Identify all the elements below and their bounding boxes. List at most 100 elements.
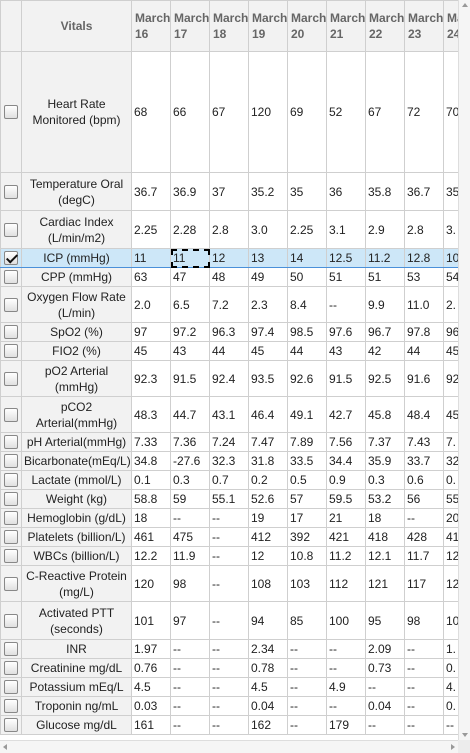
vital-label[interactable]: Troponin ng/mL bbox=[21, 696, 132, 716]
vital-value-cell[interactable]: 54 bbox=[443, 267, 458, 287]
row-checkbox[interactable] bbox=[4, 699, 18, 714]
vital-row[interactable]: Troponin ng/mL 0.03 -- -- 0.04 -- -- 0.04 -- 0. bbox=[0, 696, 458, 716]
vital-value-cell[interactable]: -- bbox=[287, 696, 327, 716]
date-column-header[interactable]: March 16 bbox=[131, 0, 171, 52]
vital-label[interactable]: Temperature Oral (degC) bbox=[21, 172, 132, 211]
vital-value-cell[interactable]: 42 bbox=[365, 341, 405, 361]
vital-value-cell[interactable]: 97.8 bbox=[404, 322, 444, 342]
scroll-down-arrow-icon[interactable] bbox=[462, 733, 468, 737]
row-checkbox[interactable] bbox=[4, 454, 18, 469]
vital-value-cell[interactable]: 55 bbox=[443, 489, 458, 509]
vital-value-cell[interactable]: 98.5 bbox=[287, 322, 327, 342]
vital-value-cell[interactable]: -- bbox=[209, 546, 249, 566]
vital-value-cell[interactable]: 52.6 bbox=[248, 489, 288, 509]
vital-value-cell[interactable]: 0.04 bbox=[365, 696, 405, 716]
vital-value-cell[interactable]: 91.5 bbox=[170, 360, 210, 397]
vital-value-cell[interactable]: 93.5 bbox=[248, 360, 288, 397]
vital-value-cell[interactable]: 72 bbox=[404, 51, 444, 173]
row-checkbox[interactable] bbox=[4, 184, 18, 199]
vital-value-cell[interactable]: 2.09 bbox=[365, 639, 405, 659]
vital-value-cell[interactable]: 2.3 bbox=[248, 286, 288, 323]
vital-value-cell[interactable]: 162 bbox=[248, 715, 288, 735]
vital-value-cell[interactable]: 12.8 bbox=[404, 248, 444, 268]
vital-label[interactable]: CPP (mmHg) bbox=[21, 267, 132, 287]
date-column-header[interactable]: March 23 bbox=[404, 0, 444, 52]
vital-value-cell[interactable]: -- bbox=[209, 639, 249, 659]
vital-value-cell[interactable]: 11.7 bbox=[404, 546, 444, 566]
vital-value-cell[interactable]: 43 bbox=[170, 341, 210, 361]
row-checkbox[interactable] bbox=[4, 473, 18, 488]
date-column-header[interactable]: March 21 bbox=[326, 0, 366, 52]
vital-value-cell[interactable]: 98 bbox=[404, 601, 444, 640]
vital-value-cell[interactable]: 12 bbox=[209, 248, 249, 268]
vital-row[interactable]: Activated PTT (seconds) 101 97 -- 94 85 100 95 9… bbox=[0, 601, 458, 640]
vital-value-cell[interactable]: 42.7 bbox=[326, 396, 366, 433]
row-checkbox[interactable] bbox=[4, 407, 18, 422]
vital-label[interactable]: Platelets (billion/L) bbox=[21, 527, 132, 547]
vital-value-cell[interactable]: 59.5 bbox=[326, 489, 366, 509]
vital-value-cell[interactable]: -- bbox=[443, 715, 458, 735]
vital-value-cell[interactable]: 91.6 bbox=[404, 360, 444, 397]
vital-value-cell[interactable]: 44 bbox=[209, 341, 249, 361]
vital-value-cell[interactable]: 0.2 bbox=[248, 470, 288, 490]
vital-value-cell[interactable]: 48.3 bbox=[131, 396, 171, 433]
vitals-column-header[interactable]: Vitals bbox=[21, 0, 132, 52]
vital-value-cell[interactable]: 11.2 bbox=[326, 546, 366, 566]
vital-value-cell[interactable]: 18 bbox=[365, 508, 405, 528]
vital-value-cell[interactable]: 53 bbox=[404, 267, 444, 287]
vital-row[interactable]: Potassium mEq/L 4.5 -- -- 4.5 -- 4.9 -- -- 4. bbox=[0, 677, 458, 697]
vital-value-cell[interactable]: 10.8 bbox=[287, 546, 327, 566]
vital-value-cell[interactable]: -- bbox=[209, 508, 249, 528]
vital-value-cell[interactable]: 10 bbox=[443, 601, 458, 640]
vital-value-cell[interactable]: 36.7 bbox=[404, 172, 444, 211]
vital-value-cell[interactable]: 2.8 bbox=[209, 210, 249, 249]
vital-value-cell[interactable]: 0.5 bbox=[287, 470, 327, 490]
vital-row[interactable]: CPP (mmHg)634748495051515354 bbox=[0, 267, 458, 287]
vital-value-cell[interactable]: -- bbox=[170, 639, 210, 659]
date-column-header[interactable]: March 24 bbox=[443, 0, 458, 52]
vital-value-cell[interactable]: 43.1 bbox=[209, 396, 249, 433]
row-checkbox[interactable] bbox=[4, 344, 18, 359]
vital-value-cell[interactable]: 0. bbox=[443, 696, 458, 716]
vital-label[interactable]: Hemoglobin (g/dL) bbox=[21, 508, 132, 528]
vital-value-cell[interactable]: 0.3 bbox=[170, 470, 210, 490]
vital-value-cell[interactable]: 0.03 bbox=[131, 696, 171, 716]
vital-value-cell[interactable]: 35 bbox=[443, 172, 458, 211]
vital-value-cell[interactable]: 1.97 bbox=[131, 639, 171, 659]
vital-value-cell[interactable]: 36.7 bbox=[131, 172, 171, 211]
vital-value-cell[interactable]: 31.8 bbox=[248, 451, 288, 471]
row-checkbox-checked[interactable] bbox=[4, 251, 18, 266]
vital-value-cell[interactable]: 47 bbox=[170, 267, 210, 287]
vital-value-cell[interactable]: 34.4 bbox=[326, 451, 366, 471]
vital-value-cell[interactable]: -- bbox=[209, 696, 249, 716]
vital-value-cell[interactable]: -27.6 bbox=[170, 451, 210, 471]
vital-value-cell[interactable]: 43 bbox=[326, 341, 366, 361]
row-checkbox[interactable] bbox=[4, 435, 18, 450]
vital-value-cell[interactable]: 69 bbox=[287, 51, 327, 173]
vital-value-cell[interactable]: 12 bbox=[443, 546, 458, 566]
vital-value-cell[interactable]: 7.36 bbox=[170, 432, 210, 452]
vital-value-cell[interactable]: 12.2 bbox=[131, 546, 171, 566]
vital-label[interactable]: FIO2 (%) bbox=[21, 341, 132, 361]
vital-value-cell[interactable]: -- bbox=[209, 527, 249, 547]
vital-label[interactable]: SpO2 (%) bbox=[21, 322, 132, 342]
vital-value-cell[interactable]: 11.9 bbox=[170, 546, 210, 566]
vital-value-cell[interactable]: -- bbox=[209, 601, 249, 640]
vital-value-cell[interactable]: 161 bbox=[131, 715, 171, 735]
vital-value-cell[interactable]: 17 bbox=[287, 508, 327, 528]
vital-value-cell[interactable]: 7. bbox=[443, 432, 458, 452]
vital-value-cell[interactable]: 0.73 bbox=[365, 658, 405, 678]
date-column-header[interactable]: March 17 bbox=[170, 0, 210, 52]
vital-value-cell[interactable]: 98 bbox=[170, 565, 210, 602]
vital-row[interactable]: Creatinine mg/dL 0.76 -- -- 0.78 -- -- 0.73 -- 0. bbox=[0, 658, 458, 678]
date-column-header[interactable]: March 18 bbox=[209, 0, 249, 52]
vital-value-cell[interactable]: -- bbox=[209, 677, 249, 697]
vital-row[interactable]: pCO2 Arterial(mmHg) 48.3 44.7 43.1 46.4 49.1 4… bbox=[0, 396, 458, 433]
vital-label[interactable]: Bicarbonate(mEq/L) bbox=[21, 451, 132, 471]
vital-value-cell[interactable]: 0.76 bbox=[131, 658, 171, 678]
row-checkbox[interactable] bbox=[4, 613, 18, 628]
vital-value-cell[interactable]: 11 bbox=[170, 248, 210, 268]
vital-value-cell[interactable]: -- bbox=[209, 565, 249, 602]
